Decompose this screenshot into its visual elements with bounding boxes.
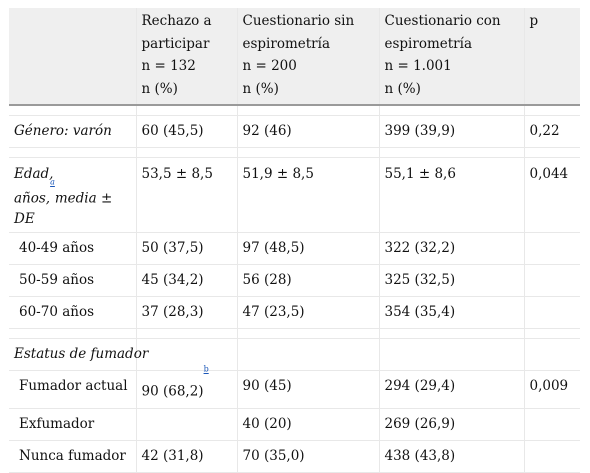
row-label: Nunca fumador	[9, 440, 136, 473]
cell-p-value	[523, 408, 580, 441]
row-label: 50-59 años	[9, 264, 136, 297]
cell-value: 92 (46)	[236, 115, 379, 148]
row-label: Exfumador	[9, 408, 136, 441]
table-row: Edad, años,amedia ± DE 53,5 ± 8,5 51,9 ±…	[9, 157, 580, 233]
table-row: Estatus de fumador	[9, 338, 580, 371]
cell-value: 53,5 ± 8,5	[135, 157, 237, 233]
demographics-table: Rechazo a participar n = 132 n (%) Cuest…	[9, 8, 580, 473]
cell-value: 45 (34,2)	[135, 264, 237, 297]
cell-value: 70 (35,0)	[236, 440, 379, 473]
header-cell-sin-espirometria: Cuestionario sin espirometría n = 200 n …	[236, 8, 379, 106]
table-row: 40-49 años 50 (37,5) 97 (48,5) 322 (32,2…	[9, 232, 580, 265]
cell-value: 399 (39,9)	[378, 115, 524, 148]
table-row: 50-59 años 45 (34,2) 56 (28) 325 (32,5)	[9, 264, 580, 297]
row-label: 60-70 años	[9, 296, 136, 329]
header-cell-rechazo: Rechazo a participar n = 132 n (%)	[135, 8, 237, 106]
cell-value: 47 (23,5)	[236, 296, 379, 329]
cell-value: 97 (48,5)	[236, 232, 379, 265]
header-cell-con-espirometria: Cuestionario con espirometría n = 1.001 …	[378, 8, 524, 106]
cell-value	[135, 408, 237, 441]
cell-value: 50 (37,5)	[135, 232, 237, 265]
cell-value: 37 (28,3)	[135, 296, 237, 329]
table-row: Fumador actual 90 (68,2)b 90 (45) 294 (2…	[9, 365, 580, 409]
footnote-link-a[interactable]: a	[50, 177, 55, 187]
cell-p-value: 0,044	[523, 157, 580, 233]
section-label: Estatus de fumador	[9, 338, 148, 371]
cell-p-value	[523, 232, 580, 265]
cell-p-value: 0,22	[523, 115, 580, 148]
row-label: Fumador actual	[9, 370, 136, 409]
cell-value: 90 (45)	[236, 370, 379, 409]
cell-value: 51,9 ± 8,5	[236, 157, 379, 233]
cell-p-value	[523, 264, 580, 297]
table-row: 60-70 años 37 (28,3) 47 (23,5) 354 (35,4…	[9, 296, 580, 329]
row-label: Género: varón	[9, 115, 136, 148]
cell-value: 269 (26,9)	[378, 408, 524, 441]
cell-value: 40 (20)	[236, 408, 379, 441]
header-cell-p: p	[523, 8, 580, 106]
cell-value: 354 (35,4)	[378, 296, 524, 329]
table-row: Género: varón 60 (45,5) 92 (46) 399 (39,…	[9, 115, 580, 148]
table-row: Exfumador 40 (20) 269 (26,9)	[9, 408, 580, 441]
cell-value: 90 (68,2)b	[135, 365, 237, 409]
cell-p-value: 0,009	[523, 370, 580, 409]
cell-value: 294 (29,4)	[378, 370, 524, 409]
cell-value: 60 (45,5)	[135, 115, 237, 148]
table-header-row: Rechazo a participar n = 132 n (%) Cuest…	[9, 8, 580, 106]
cell-value: 438 (43,8)	[378, 440, 524, 473]
cell-value: 322 (32,2)	[378, 232, 524, 265]
cell-p-value	[523, 296, 580, 329]
cell-value: 325 (32,5)	[378, 264, 524, 297]
table-row: Nunca fumador 42 (31,8) 70 (35,0) 438 (4…	[9, 440, 580, 473]
footnote-link-b[interactable]: b	[203, 364, 209, 374]
row-label: Edad, años,amedia ± DE	[9, 157, 136, 233]
cell-value: 56 (28)	[236, 264, 379, 297]
cell-value: 55,1 ± 8,6	[378, 157, 524, 233]
cell-value: 42 (31,8)	[135, 440, 237, 473]
header-cell-label	[9, 8, 136, 106]
document-page: Rechazo a participar n = 132 n (%) Cuest…	[9, 8, 580, 473]
row-label: 40-49 años	[9, 232, 136, 265]
cell-p-value	[523, 440, 580, 473]
